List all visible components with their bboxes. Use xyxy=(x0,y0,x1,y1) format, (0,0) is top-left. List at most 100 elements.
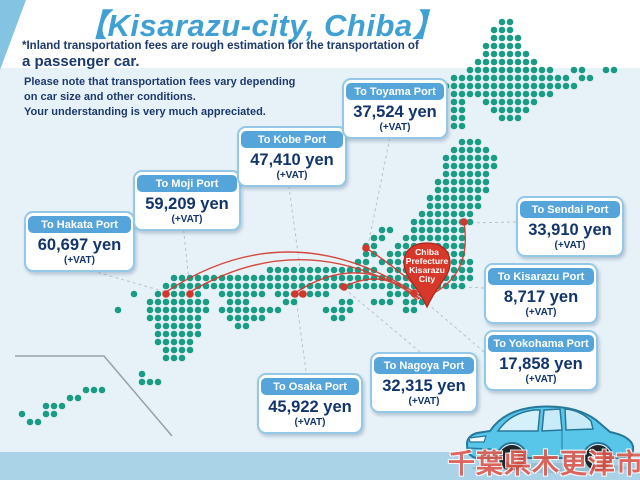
map-dot xyxy=(522,90,530,98)
map-dot xyxy=(562,82,570,90)
map-dot xyxy=(458,98,466,106)
map-dot xyxy=(274,290,282,298)
map-dot xyxy=(450,178,458,186)
map-dot xyxy=(514,34,522,42)
map-dot xyxy=(322,266,330,274)
map-dot xyxy=(362,282,370,290)
map-dot xyxy=(274,306,282,314)
map-dot xyxy=(498,66,506,74)
map-dot xyxy=(602,66,610,74)
map-dot xyxy=(194,314,202,322)
okinawa-inset-border xyxy=(15,355,173,437)
map-dot xyxy=(186,298,194,306)
map-dot xyxy=(466,170,474,178)
map-dot xyxy=(490,106,498,114)
map-dot xyxy=(162,322,170,330)
map-dot xyxy=(506,114,514,122)
map-dot xyxy=(170,338,178,346)
map-dot xyxy=(386,282,394,290)
map-dot xyxy=(514,50,522,58)
route-arc xyxy=(431,221,466,295)
map-dot xyxy=(186,322,194,330)
map-dot xyxy=(466,258,474,266)
map-dot xyxy=(98,386,106,394)
map-dot xyxy=(266,306,274,314)
map-dot xyxy=(154,298,162,306)
map-dot xyxy=(258,290,266,298)
map-dot xyxy=(178,322,186,330)
map-dot xyxy=(450,226,458,234)
map-dot xyxy=(498,90,506,98)
map-dot xyxy=(466,202,474,210)
map-dot xyxy=(282,282,290,290)
map-dot xyxy=(410,306,418,314)
map-dot xyxy=(250,282,258,290)
map-dot xyxy=(434,202,442,210)
map-dot xyxy=(514,66,522,74)
port-location-dot xyxy=(162,290,170,298)
map-dot xyxy=(490,34,498,42)
map-dot xyxy=(450,202,458,210)
map-dot xyxy=(362,258,370,266)
kisarazu-destination-pin: Chiba Prefecture Kisarazu City xyxy=(403,242,451,309)
map-dot xyxy=(210,282,218,290)
map-dot xyxy=(466,66,474,74)
map-dot xyxy=(530,90,538,98)
map-dot xyxy=(538,66,546,74)
map-dot xyxy=(266,282,274,290)
map-dot xyxy=(554,74,562,82)
map-dot xyxy=(466,138,474,146)
map-dot xyxy=(234,274,242,282)
disclaimer-line-3: Please note that transportation fees var… xyxy=(24,76,296,88)
map-dot xyxy=(490,162,498,170)
map-dot xyxy=(426,226,434,234)
map-dot xyxy=(170,330,178,338)
map-dot xyxy=(394,290,402,298)
map-dot xyxy=(450,242,458,250)
map-dot xyxy=(498,114,506,122)
map-dot xyxy=(522,82,530,90)
map-dot xyxy=(74,394,82,402)
map-dot xyxy=(466,266,474,274)
map-dot xyxy=(306,290,314,298)
map-dot xyxy=(562,74,570,82)
map-dot xyxy=(250,314,258,322)
map-dot xyxy=(450,186,458,194)
map-dot xyxy=(418,234,426,242)
pin-label-line: City xyxy=(419,274,435,284)
map-dot xyxy=(234,314,242,322)
map-dot xyxy=(274,282,282,290)
map-dot xyxy=(490,98,498,106)
map-dot xyxy=(402,298,410,306)
map-dot xyxy=(450,218,458,226)
map-dot xyxy=(498,34,506,42)
map-dot xyxy=(138,378,146,386)
map-dot xyxy=(450,282,458,290)
map-dot xyxy=(450,266,458,274)
map-dot xyxy=(474,146,482,154)
map-dot xyxy=(450,74,458,82)
map-dot xyxy=(170,354,178,362)
map-dot xyxy=(218,282,226,290)
map-dot xyxy=(386,266,394,274)
map-dot xyxy=(442,210,450,218)
map-dot xyxy=(250,290,258,298)
map-dot xyxy=(458,146,466,154)
map-dot xyxy=(42,402,50,410)
map-dot xyxy=(242,298,250,306)
connector-nagoya xyxy=(345,289,421,353)
map-dot xyxy=(458,74,466,82)
map-dot xyxy=(154,290,162,298)
map-dot xyxy=(370,242,378,250)
pin-shape xyxy=(403,242,451,309)
map-dot xyxy=(434,226,442,234)
map-dot xyxy=(482,154,490,162)
map-dot xyxy=(450,90,458,98)
map-dot xyxy=(394,258,402,266)
map-dot xyxy=(458,202,466,210)
map-dot xyxy=(178,346,186,354)
map-dot xyxy=(226,298,234,306)
map-dot xyxy=(346,274,354,282)
car-front-hubcap xyxy=(505,451,519,465)
